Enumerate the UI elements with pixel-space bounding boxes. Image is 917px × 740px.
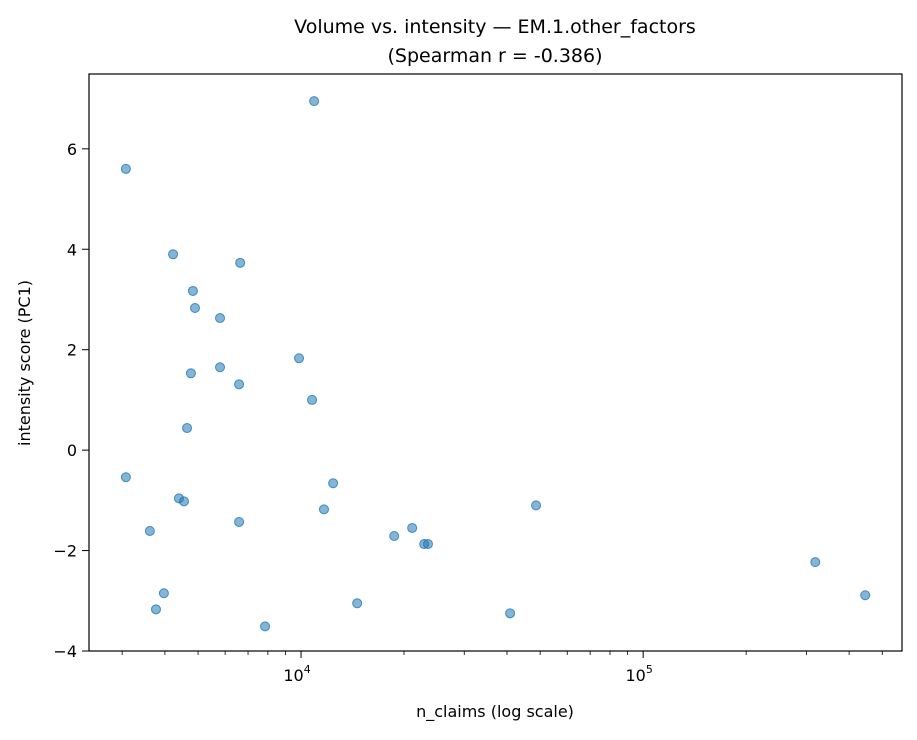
plot-frame [88,73,903,652]
y-tick-label: 4 [67,240,77,259]
data-point [234,516,245,527]
x-tick-label: 105 [625,663,652,685]
data-point [318,504,329,515]
data-point [234,379,245,390]
y-tick-label: 0 [67,441,77,460]
data-point [185,368,196,379]
y-tick-label: −2 [53,542,77,561]
x-tick-label: 104 [283,663,310,685]
data-point [260,621,271,632]
data-point [189,303,200,314]
data-point [168,249,179,260]
data-point [158,588,169,599]
y-tick-label: 2 [67,341,77,360]
points-layer [120,96,871,632]
data-point [810,557,821,568]
data-point [328,478,339,489]
ticks-layer: 104 105 −4 −2 0 2 4 6 [53,140,883,685]
data-point [144,525,155,536]
data-point [235,257,246,268]
data-point [531,500,542,511]
data-point [178,496,189,507]
data-point [307,394,318,405]
data-point [150,604,161,615]
data-point [187,285,198,296]
data-point [407,522,418,533]
data-point [120,472,131,483]
chart-title: Volume vs. intensity — EM.1.other_factor… [294,16,696,38]
y-tick-label: −4 [53,642,77,661]
data-point [182,423,193,434]
data-point [120,163,131,174]
data-point [505,608,516,619]
data-point [215,313,226,324]
data-point [309,96,320,107]
chart-subtitle: (Spearman r = -0.386) [387,45,602,67]
data-point [389,531,400,542]
x-axis-label: n_claims (log scale) [416,702,574,722]
data-point [352,598,363,609]
data-point [294,353,305,364]
y-tick-label: 6 [67,140,77,159]
y-axis-label: intensity score (PC1) [15,280,34,446]
data-point [215,362,226,373]
data-point [860,590,871,601]
data-point [422,539,433,550]
